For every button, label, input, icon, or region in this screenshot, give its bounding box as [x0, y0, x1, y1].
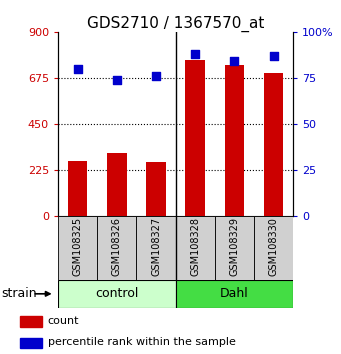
Text: strain: strain — [2, 287, 37, 300]
Text: GSM108329: GSM108329 — [229, 217, 239, 276]
Bar — [20, 316, 42, 327]
Text: control: control — [95, 287, 138, 300]
Bar — [58, 280, 176, 308]
Bar — [225, 64, 244, 216]
Bar — [176, 216, 215, 280]
Bar — [146, 162, 166, 216]
Text: GSM108325: GSM108325 — [73, 217, 83, 276]
Bar — [68, 161, 87, 216]
Bar — [97, 216, 136, 280]
Bar — [186, 61, 205, 216]
Point — [114, 77, 119, 82]
Bar — [215, 216, 254, 280]
Bar — [58, 216, 97, 280]
Bar — [20, 338, 42, 348]
Text: Dahl: Dahl — [220, 287, 249, 300]
Point — [271, 53, 276, 59]
Bar — [176, 280, 293, 308]
Text: GSM108327: GSM108327 — [151, 217, 161, 276]
Point — [232, 58, 237, 64]
Text: GSM108328: GSM108328 — [190, 217, 200, 276]
Point — [192, 51, 198, 57]
Point — [153, 73, 159, 79]
Bar — [254, 216, 293, 280]
Point — [75, 66, 80, 72]
Text: GSM108330: GSM108330 — [269, 217, 279, 276]
Text: GSM108326: GSM108326 — [112, 217, 122, 276]
Text: count: count — [48, 316, 79, 326]
Text: percentile rank within the sample: percentile rank within the sample — [48, 337, 236, 347]
Bar — [107, 153, 127, 216]
Bar — [136, 216, 176, 280]
Bar — [264, 73, 283, 216]
Title: GDS2710 / 1367570_at: GDS2710 / 1367570_at — [87, 16, 264, 32]
